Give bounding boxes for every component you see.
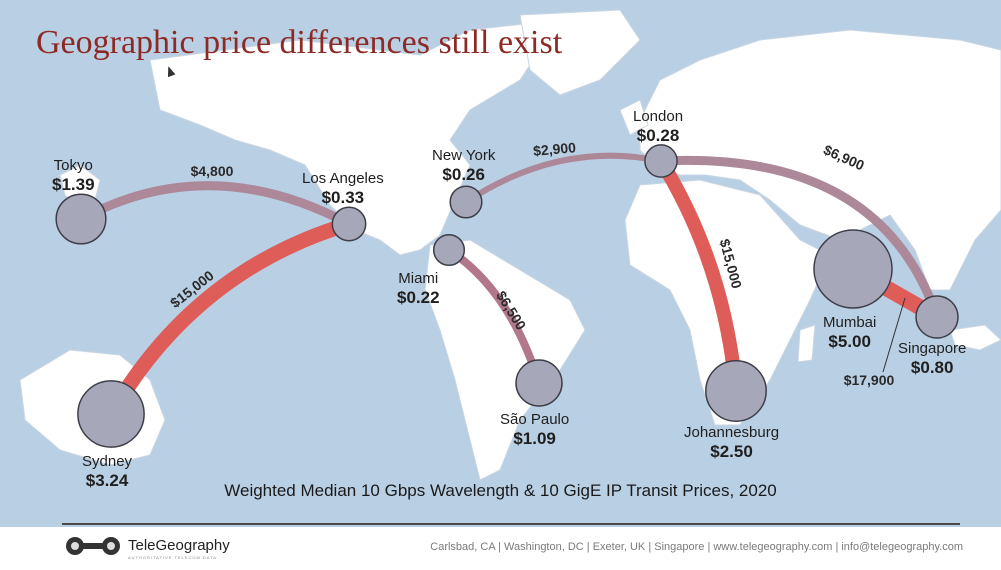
city-label-mumbai: Mumbai $5.00 (823, 314, 876, 352)
south-america (424, 239, 586, 481)
route-tokyo-la (78, 181, 352, 228)
node-new-york (449, 185, 483, 219)
node-singapore (915, 295, 959, 339)
city-name: São Paulo (500, 411, 570, 428)
city-name: Singapore (898, 340, 967, 357)
city-name: Mumbai (823, 314, 877, 331)
route-label-tokyo-la: $4,800 (191, 163, 234, 179)
city-name: Johannesburg (684, 424, 780, 441)
madagascar (797, 324, 816, 363)
city-label-sao-paulo: São Paulo $1.09 (500, 411, 569, 449)
city-label-johannesburg: Johannesburg $2.50 (684, 424, 779, 462)
city-name: Miami (398, 270, 439, 287)
city-label-singapore: Singapore $0.80 (898, 340, 966, 378)
node-london (644, 144, 678, 178)
nodes-layer (55, 144, 959, 448)
node-mumbai (813, 229, 893, 309)
route-label-leader (882, 297, 906, 373)
city-label-london: London $0.28 (633, 108, 683, 146)
eurasia (639, 29, 1001, 291)
city-price: $1.09 (513, 429, 556, 448)
slide-title: Geographic price differences still exist (36, 24, 563, 61)
footer-divider (62, 523, 960, 525)
city-price: $0.28 (636, 126, 680, 145)
city-price: $0.33 (321, 188, 365, 207)
route-label-ny-london: $2,900 (533, 139, 577, 159)
city-label-los-angeles: Los Angeles $0.33 (302, 170, 384, 208)
city-name: London (633, 108, 684, 125)
footer-logo-text: TeleGeography (128, 537, 230, 554)
city-name: New York (432, 147, 496, 164)
uk (619, 99, 649, 136)
footer-contact: Carlsbad, CA | Washington, DC | Exeter, … (430, 541, 963, 553)
node-johannesburg (705, 360, 767, 422)
city-price: $0.22 (397, 288, 440, 307)
route-ny-london (464, 152, 662, 205)
city-price: $0.26 (442, 165, 485, 184)
chart-caption: Weighted Median 10 Gbps Wavelength & 10 … (224, 481, 777, 500)
node-sydney (77, 380, 145, 448)
city-label-sydney: Sydney $3.24 (82, 453, 132, 491)
city-name: Tokyo (53, 157, 93, 174)
node-tokyo (55, 193, 107, 245)
node-los-angeles (331, 206, 367, 242)
route-london-johannesburg (655, 157, 743, 392)
route-la-sydney (104, 216, 352, 418)
indonesia (949, 324, 1001, 351)
north-america (149, 19, 562, 256)
route-london-singapore (660, 155, 942, 319)
city-price: $3.24 (85, 471, 129, 490)
city-label-new-york: New York $0.26 (432, 147, 495, 185)
city-price: $2.50 (710, 442, 753, 461)
city-name: Sydney (82, 453, 133, 470)
city-label-tokyo: Tokyo $1.39 (52, 157, 95, 195)
footer-bar (0, 527, 1001, 570)
greenland (519, 9, 641, 96)
footer-tagline: AUTHORITATIVE TELECOM DATA (128, 555, 217, 560)
node-miami (432, 233, 466, 267)
city-label-miami: Miami $0.22 (397, 270, 440, 308)
route-label-mumbai-singapore: $17,900 (844, 372, 895, 388)
city-price: $0.80 (910, 358, 954, 377)
city-price: $5.00 (828, 332, 871, 351)
city-name: Los Angeles (302, 170, 384, 187)
node-sao-paulo (515, 359, 563, 407)
city-price: $1.39 (52, 175, 95, 194)
telegeography-logo-icon (66, 537, 120, 555)
